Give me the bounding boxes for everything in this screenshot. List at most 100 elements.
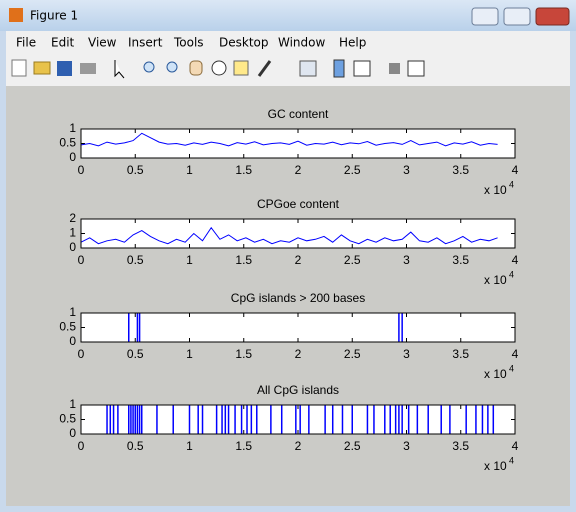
data-line (80, 132, 498, 147)
x-tick-label: 0 (78, 347, 85, 361)
plot-frame (80, 218, 516, 249)
rotate-icon[interactable] (211, 60, 227, 76)
zoom-out-icon[interactable] (166, 61, 178, 73)
x-scale-exponent: 4 (509, 179, 514, 189)
chart-title: GC content (268, 107, 329, 121)
x-tick-label: 0.5 (127, 439, 144, 453)
y-tick-label: 0 (69, 426, 76, 440)
window-title: Figure 1 (30, 9, 78, 23)
x-tick-label: 1 (186, 439, 193, 453)
x-tick-label: 3.5 (452, 439, 469, 453)
x-tick-label: 1.5 (235, 253, 252, 267)
y-tick-label: 1 (69, 121, 76, 135)
plot-frame (80, 312, 516, 343)
x-scale-label: x 10 (484, 273, 507, 287)
minimize-button[interactable] (471, 7, 499, 26)
chart-title: CPGoe content (257, 197, 340, 211)
x-tick-label: 0 (78, 253, 85, 267)
menu-item[interactable]: Help (339, 36, 366, 50)
y-tick-label: 0.5 (59, 136, 76, 150)
new-icon[interactable] (11, 59, 27, 77)
y-tick-label: 2 (69, 211, 76, 225)
x-tick-label: 2.5 (344, 347, 361, 361)
plot-frame (80, 128, 516, 159)
x-tick-label: 0.5 (127, 347, 144, 361)
datacursor-icon[interactable] (233, 60, 249, 76)
y-tick-label: 1 (69, 226, 76, 240)
x-scale-label: x 10 (484, 367, 507, 381)
x-scale-exponent: 4 (509, 363, 514, 373)
x-scale-label: x 10 (484, 183, 507, 197)
x-tick-label: 3 (403, 439, 410, 453)
x-tick-label: 2 (295, 253, 302, 267)
plot-area (81, 313, 515, 342)
menu-item[interactable]: Insert (128, 36, 163, 50)
x-tick-label: 0 (78, 439, 85, 453)
chart-title: All CpG islands (257, 383, 339, 397)
x-tick-label: 4 (512, 439, 519, 453)
x-tick-label: 1 (186, 347, 193, 361)
colorbar-icon[interactable] (333, 59, 345, 78)
data-line (80, 226, 498, 245)
y-tick-label: 0.5 (59, 412, 76, 426)
x-tick-label: 3.5 (452, 163, 469, 177)
y-tick-label: 0 (69, 150, 76, 164)
x-tick-label: 0.5 (127, 163, 144, 177)
x-scale-exponent: 4 (509, 269, 514, 279)
x-tick-label: 1.5 (235, 347, 252, 361)
x-tick-label: 0 (78, 163, 85, 177)
plot-area (81, 405, 515, 434)
x-tick-label: 2 (295, 163, 302, 177)
x-tick-label: 3 (403, 163, 410, 177)
x-tick-label: 4 (512, 347, 519, 361)
x-tick-label: 2.5 (344, 253, 361, 267)
menu-item[interactable]: Tools (173, 36, 204, 50)
x-tick-label: 1 (186, 253, 193, 267)
x-tick-label: 2 (295, 347, 302, 361)
maximize-button[interactable] (503, 7, 531, 26)
save-icon[interactable] (57, 61, 72, 76)
menu-item[interactable]: Window (278, 36, 326, 50)
x-tick-label: 1.5 (235, 439, 252, 453)
close-button[interactable] (535, 7, 570, 26)
menu-bar: File Edit View Insert Tools Desktop Window Help (16, 36, 366, 50)
menu-item[interactable]: View (88, 36, 117, 50)
print-icon[interactable] (80, 63, 96, 74)
open-icon[interactable] (33, 61, 51, 75)
toolbar (11, 59, 425, 79)
link-icon[interactable] (299, 60, 317, 77)
show-tools-icon[interactable] (407, 60, 425, 77)
x-tick-label: 1.5 (235, 163, 252, 177)
x-tick-label: 3 (403, 253, 410, 267)
x-tick-label: 3.5 (452, 347, 469, 361)
pan-icon[interactable] (189, 60, 203, 76)
x-tick-label: 3 (403, 347, 410, 361)
menu-item[interactable]: Desktop (219, 36, 269, 50)
hide-tools-icon[interactable] (389, 63, 400, 74)
menu-item[interactable]: File (16, 36, 36, 50)
y-tick-label: 1 (69, 397, 76, 411)
pointer-icon[interactable] (114, 60, 125, 79)
app-icon (9, 8, 23, 22)
y-tick-label: 0 (69, 334, 76, 348)
y-tick-label: 0.5 (59, 320, 76, 334)
zoom-in-icon[interactable] (143, 61, 155, 73)
x-tick-label: 4 (512, 253, 519, 267)
plot-frame (80, 404, 516, 435)
y-tick-label: 0 (69, 240, 76, 254)
menu-item[interactable]: Edit (51, 36, 75, 50)
x-tick-label: 4 (512, 163, 519, 177)
brush-icon[interactable] (257, 60, 272, 77)
legend-icon[interactable] (353, 60, 371, 77)
chart-title: CpG islands > 200 bases (231, 291, 365, 305)
x-tick-label: 0.5 (127, 253, 144, 267)
x-scale-label: x 10 (484, 459, 507, 473)
x-tick-label: 2.5 (344, 439, 361, 453)
x-tick-label: 3.5 (452, 253, 469, 267)
x-tick-label: 2.5 (344, 163, 361, 177)
plot-area (81, 219, 515, 248)
x-tick-label: 2 (295, 439, 302, 453)
x-tick-label: 1 (186, 163, 193, 177)
